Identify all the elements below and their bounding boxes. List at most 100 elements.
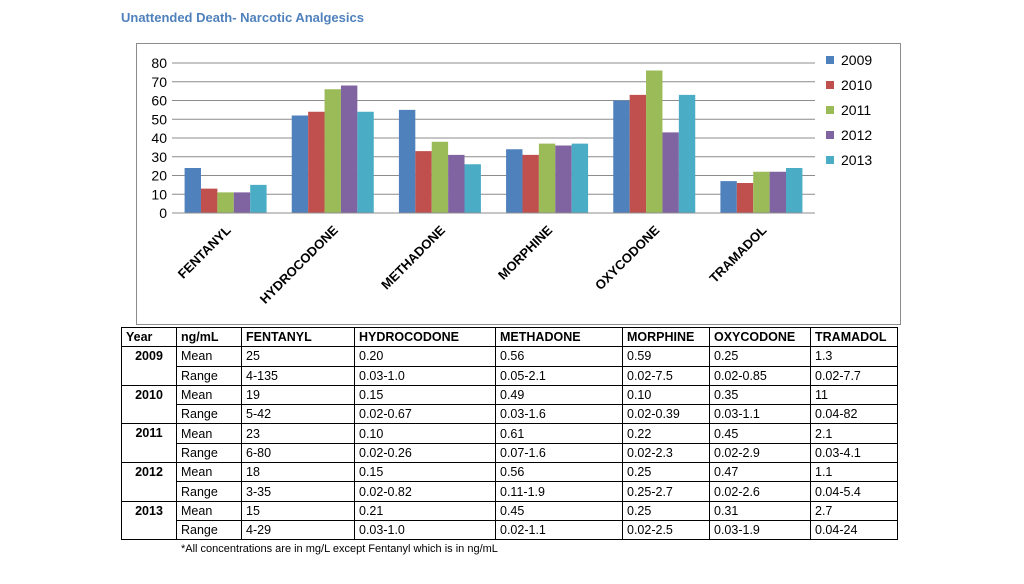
legend-label: 2013 [841,152,872,168]
mean-value-cell: 0.25 [709,346,811,367]
mean-value-cell: 0.35 [709,384,811,406]
range-value-cell: 0.02-2.5 [622,519,710,541]
bar [662,132,679,213]
mean-value-cell: 0.47 [709,462,811,483]
range-value-cell: 0.02-7.7 [810,365,898,386]
mean-value-cell: 23 [241,423,355,444]
mean-label-cell: Mean [176,500,242,521]
bar [308,111,325,213]
x-tick-label: HYDROCODONE [257,222,341,306]
bar [448,154,465,213]
mean-value-cell: 0.45 [709,423,811,444]
legend-swatch [826,156,834,164]
range-value-cell: 4-29 [241,519,355,541]
range-value-cell: 0.03-4.1 [810,442,898,464]
y-tick-label: 70 [151,74,167,90]
mean-value-cell: 0.49 [495,384,623,406]
y-tick-label: 30 [151,149,167,165]
mean-value-cell: 0.15 [354,384,496,406]
mean-value-cell: 25 [241,346,355,367]
mean-label-cell: Mean [176,423,242,444]
year-cell: 2012 [121,462,177,502]
range-value-cell: 0.02-0.82 [354,481,496,502]
bar [506,149,523,213]
footnote: *All concentrations are in mg/L except F… [181,543,498,555]
table-row: Range 6-80 0.02-0.26 0.07-1.6 0.02-2.3 0.02-2… [122,442,898,464]
range-value-cell: 0.02-0.26 [354,442,496,464]
table-row: Range 3-35 0.02-0.82 0.11-1.9 0.25-2.7 0.02-2… [122,481,898,502]
y-tick-label: 40 [151,130,167,146]
range-value-cell: 0.04-5.4 [810,481,898,502]
bar [538,143,556,213]
mean-value-cell: 0.20 [354,346,496,367]
concentration-table: Year ng/mL FENTANYL HYDROCODONE METHADON… [121,326,898,541]
header-year: Year [121,326,177,348]
mean-value-cell: 11 [810,384,898,406]
x-tick-label: FENTANYL [175,222,234,281]
range-value-cell: 0.05-2.1 [495,365,623,386]
range-value-cell: 0.02-2.9 [709,442,811,464]
bar [753,171,770,213]
bar [415,151,432,213]
mean-value-cell: 0.22 [622,423,710,444]
bar [431,141,449,213]
range-value-cell: 3-35 [241,481,355,502]
mean-value-cell: 2.7 [810,500,898,521]
range-value-cell: 0.02-2.3 [622,442,710,464]
mean-value-cell: 0.10 [622,384,710,406]
range-value-cell: 6-80 [241,442,355,464]
range-label-cell: Range [176,519,242,541]
range-value-cell: 0.03-1.0 [354,365,496,386]
range-value-cell: 0.03-1.1 [709,404,811,425]
bar [678,94,696,213]
bar [357,111,374,213]
table-row: Range 4-29 0.03-1.0 0.02-1.1 0.02-2.5 0.03-1.… [122,519,898,541]
range-value-cell: 0.02-2.6 [709,481,811,502]
header-fentanyl: FENTANYL [241,326,355,348]
chart-title: Unattended Death- Narcotic Analgesics [121,10,364,25]
bar [217,192,234,213]
bar [522,154,539,213]
bar [555,145,572,213]
header-morphine: MORPHINE [622,326,710,348]
table-row: Range 5-42 0.02-0.67 0.03-1.6 0.02-0.39 0.03-… [122,404,898,425]
range-value-cell: 0.02-0.85 [709,365,811,386]
range-label-cell: Range [176,481,242,502]
bar [571,143,589,213]
mean-value-cell: 0.56 [495,346,623,367]
mean-value-cell: 0.25 [622,500,710,521]
bar [464,164,481,213]
y-tick-label: 50 [151,111,167,127]
year-cell: 2013 [121,500,177,541]
mean-label-cell: Mean [176,346,242,367]
bar [324,89,341,213]
range-label-cell: Range [176,365,242,386]
range-value-cell: 0.02-1.1 [495,519,623,541]
legend-label: 2012 [841,127,872,143]
year-cell: 2009 [121,346,177,386]
bar [200,188,218,213]
y-tick-label: 60 [151,93,167,109]
header-methadone: METHADONE [495,326,623,348]
legend-swatch [826,81,834,89]
mean-label-cell: Mean [176,462,242,483]
x-tick-label: OXYCODONE [592,222,663,293]
range-label-cell: Range [176,442,242,464]
range-value-cell: 0.03-1.6 [495,404,623,425]
y-tick-label: 20 [151,168,167,184]
mean-value-cell: 0.25 [622,462,710,483]
table-row: 2011 Mean 23 0.10 0.61 0.22 0.45 2.1 [121,423,898,464]
bar [736,183,754,213]
bar [291,115,309,213]
legend-label: 2010 [841,77,872,93]
range-label-cell: Range [176,404,242,425]
bar [720,181,737,213]
year-cell: 2011 [121,423,177,464]
bar [398,109,416,213]
bar [250,184,267,213]
mean-value-cell: 0.10 [354,423,496,444]
header-tramadol: TRAMADOL [810,326,898,348]
table-row: 2010 Mean 19 0.15 0.49 0.10 0.35 11 [121,384,898,425]
